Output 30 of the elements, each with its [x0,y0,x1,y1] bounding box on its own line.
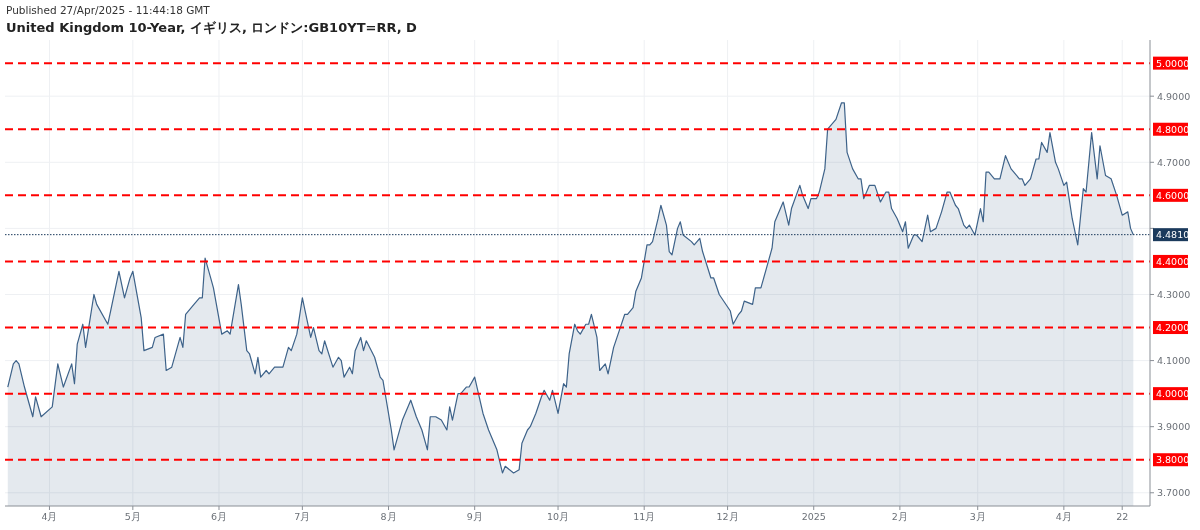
text: Published 27/Apr/2025 - 11:44:18 GMT [6,4,211,16]
y-tick-label: 4.3000 [1157,288,1191,300]
y-tick-label: 3.9000 [1157,421,1191,433]
x-tick-label: 22 [1116,511,1129,522]
ref-line-label: 4.8000 [1156,123,1190,135]
ref-line-label: 4.4000 [1156,255,1190,267]
y-tick-label: 4.7000 [1157,156,1191,168]
y-tick-label: 3.7000 [1157,487,1191,499]
chart-title: United Kingdom 10-Year, イギリス, ロンドン:GB10YT=RR, D [6,20,418,35]
x-tick-label: 9月 [466,511,483,522]
ref-line-label: 4.0000 [1156,388,1190,400]
x-tick-label: 8月 [380,511,397,522]
x-tick-label: 11月 [633,511,656,522]
ref-line-label: 3.8000 [1156,454,1190,466]
x-tick-label: 2025 [801,511,826,522]
ref-line-label: 4.2000 [1156,322,1190,334]
x-tick-label: 2月 [891,511,908,522]
ref-line-label: 4.4810 [1156,229,1190,241]
x-tick-label: 12月 [716,511,739,522]
y-tick-label: 4.1000 [1157,355,1191,367]
ref-line-label: 5.0000 [1156,57,1190,69]
y-tick-label: 4.9000 [1157,90,1191,102]
ref-line-label: 4.6000 [1156,189,1190,201]
x-tick-label: 4月 [41,511,58,522]
x-tick-label: 7月 [294,511,311,522]
x-tick-label: 4月 [1055,511,1072,522]
x-tick-label: 10月 [547,511,570,522]
x-tick-label: 6月 [210,511,228,522]
x-tick-label: 3月 [969,511,986,522]
x-tick-label: 5月 [124,511,141,522]
